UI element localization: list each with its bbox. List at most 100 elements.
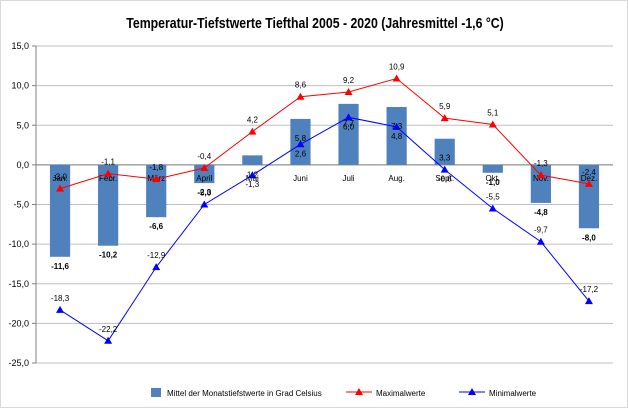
max-marker: [56, 184, 65, 192]
bar: [578, 164, 600, 229]
min-marker: [152, 263, 161, 271]
max-marker: [248, 127, 257, 135]
bar-data-label: 1,2: [247, 170, 259, 179]
max-data-label: -1,1: [101, 158, 115, 167]
min-data-label: -18,3: [51, 294, 70, 303]
max-marker: [584, 179, 593, 187]
bar: [434, 138, 455, 165]
bar-data-label: 3,3: [439, 154, 451, 163]
min-data-label: -12,9: [147, 251, 166, 260]
min-marker: [440, 165, 449, 173]
min-marker: [536, 237, 545, 245]
min-marker: [104, 336, 113, 344]
bar: [482, 164, 503, 173]
x-tick-label: Jan.: [52, 174, 67, 183]
max-data-label: 5,9: [439, 102, 451, 111]
bar-data-label: -10,2: [99, 251, 118, 260]
max-marker: [152, 175, 161, 183]
min-data-label: -17,2: [580, 285, 599, 294]
min-data-label: -9,7: [534, 226, 548, 235]
min-marker: [248, 171, 257, 179]
x-tick-label: Okt.: [485, 174, 500, 183]
bar: [98, 164, 119, 246]
y-tick-label: 10,0: [11, 81, 29, 91]
min-data-label: -0,6: [438, 175, 452, 184]
min-marker: [56, 305, 65, 313]
y-tick-label: 15,0: [11, 41, 29, 51]
min-marker: [344, 113, 353, 121]
min-marker: [296, 140, 305, 148]
bar-data-label: -6,6: [149, 222, 163, 231]
legend-label: Minimalwerte: [489, 389, 537, 398]
min-data-label: -22,2: [99, 325, 118, 334]
max-data-label: -1,3: [534, 159, 548, 168]
x-tick-label: Dez.: [581, 174, 597, 183]
x-tick-label: April: [196, 174, 212, 183]
max-data-label: 4,2: [247, 116, 259, 125]
bar-data-label: 7,7: [343, 119, 355, 128]
min-data-label: 2,6: [295, 149, 307, 158]
bar-data-label: -2,3: [197, 188, 211, 197]
min-marker: [584, 297, 593, 305]
bar-data-label: -8,0: [582, 233, 596, 242]
max-marker: [104, 169, 113, 177]
max-marker: [296, 92, 305, 100]
bar-data-label: 7,3: [391, 122, 403, 131]
min-marker: [488, 204, 497, 212]
max-data-label: 8,6: [295, 81, 307, 90]
x-tick-label: Mai: [246, 174, 259, 183]
bar-data-label: -1,0: [486, 178, 500, 187]
min-data-label: -5,0: [197, 189, 211, 198]
y-tick-label: -15,0: [8, 279, 29, 289]
y-tick-label: -10,0: [8, 239, 29, 249]
min-data-label: -1,3: [245, 180, 259, 189]
bar: [530, 164, 551, 203]
max-data-label: -0,4: [197, 152, 211, 161]
max-data-label: 10,9: [389, 62, 405, 71]
max-data-label: 5,1: [487, 108, 499, 117]
legend-label: Maximalwerte: [376, 389, 426, 398]
min-data-label: -5,5: [486, 192, 500, 201]
x-tick-label: Aug.: [388, 174, 404, 183]
min-data-label: 6,0: [343, 122, 355, 131]
legend-marker: [468, 388, 476, 395]
max-data-label: -2,4: [582, 168, 596, 177]
min-series-line: [59, 116, 590, 342]
min-data-label: 4,8: [391, 132, 403, 141]
max-data-label: -1,8: [149, 163, 163, 172]
bar-data-label: 5,8: [295, 134, 307, 143]
legend-label: Mittel der Monatstiefstwerte in Grad Cel…: [167, 389, 322, 398]
x-tick-label: Nov.: [533, 174, 549, 183]
y-tick-label: -25,0: [8, 358, 29, 368]
max-marker: [392, 74, 401, 82]
bar: [242, 155, 263, 165]
chart-title: Temperatur-Tiefstwerte Tiefthal 2005 - 2…: [126, 15, 504, 32]
x-tick-label: Sept.: [435, 174, 454, 183]
max-marker: [200, 164, 209, 172]
y-tick-label: -20,0: [8, 318, 29, 328]
bar: [49, 164, 71, 257]
min-marker: [200, 200, 209, 208]
y-tick-label: 5,0: [16, 120, 29, 130]
legend-marker: [355, 388, 363, 395]
bar: [146, 164, 167, 218]
max-marker: [440, 114, 449, 122]
max-series-line: [59, 77, 590, 190]
bar: [386, 107, 407, 165]
max-marker: [536, 171, 545, 179]
max-marker: [344, 87, 353, 95]
legend-swatch: [151, 388, 161, 397]
bar-data-label: -4,8: [534, 208, 548, 217]
min-marker: [392, 122, 401, 130]
bar-data-label: -11,6: [51, 262, 69, 271]
max-data-label: -3,0: [53, 173, 67, 182]
y-tick-label: 0,0: [16, 160, 29, 170]
max-marker: [488, 120, 497, 128]
max-data-label: 9,2: [343, 76, 355, 85]
bar: [338, 103, 359, 165]
y-tick-label: -5,0: [13, 200, 29, 210]
x-tick-label: Juli: [343, 174, 355, 183]
x-tick-label: Juni: [293, 174, 308, 183]
